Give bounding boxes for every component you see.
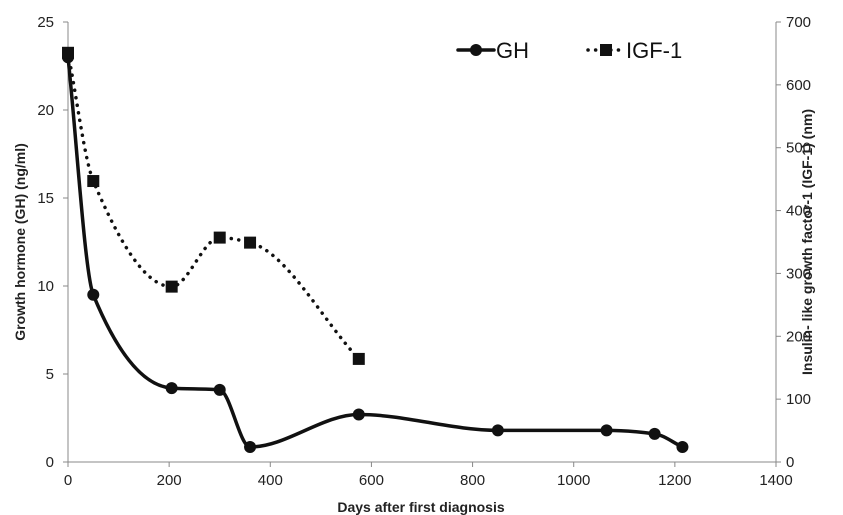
y-left-tick-label: 0 [46, 454, 54, 471]
x-tick-label: 400 [258, 472, 283, 489]
gh-data-point [648, 427, 661, 440]
y-left-tick-label: 20 [37, 102, 54, 119]
y-right-tick-label: 300 [786, 265, 811, 282]
legend: GH IGF-1 [456, 38, 682, 63]
legend-gh-marker [470, 44, 482, 56]
y-right-tick-label: 0 [786, 454, 794, 471]
gh-data-point [87, 288, 100, 301]
x-tick-label: 0 [64, 472, 72, 489]
series-layer [62, 46, 689, 454]
gh-data-point [213, 383, 226, 396]
gh-data-point [600, 424, 613, 437]
gh-data-point [352, 408, 365, 421]
x-tick-label: 1400 [759, 472, 792, 489]
gh-data-point [244, 441, 257, 454]
y-right-tick-label: 600 [786, 77, 811, 94]
gh-data-point [491, 424, 504, 437]
y-left-tick-label: 15 [37, 190, 54, 207]
y-left-tick-label: 10 [37, 278, 54, 295]
y-left-axis-title: Growth hormone (GH) (ng/ml) [12, 143, 28, 341]
igf-1-data-point [87, 175, 100, 188]
igf-1-data-point [213, 231, 226, 244]
axes-layer: 0 200 400 600 800 1000 1200 1400051015202501002… [37, 14, 811, 489]
legend-gh-label: GH [496, 38, 529, 63]
igf-1-data-point [352, 352, 365, 365]
y-right-axis-title: Insulin- like growth factor-1 (IGF-1) (n… [799, 109, 815, 375]
gh-data-point [165, 382, 178, 395]
igf-1-series-line [66, 51, 361, 361]
gh-data-point [676, 441, 689, 454]
y-left-tick-label: 5 [46, 366, 54, 383]
igf-1-data-point [62, 46, 74, 59]
y-right-tick-label: 400 [786, 203, 811, 220]
x-axis-title: Days after first diagnosis [337, 499, 504, 515]
igf-1-data-point [165, 280, 178, 293]
y-right-tick-label: 500 [786, 140, 811, 157]
gh-series-line [66, 55, 685, 449]
legend-igf-1-label: IGF-1 [626, 38, 682, 63]
x-tick-label: 1000 [557, 472, 590, 489]
x-tick-label: 600 [359, 472, 384, 489]
y-left-tick-label: 25 [37, 14, 54, 31]
y-right-tick-label: 700 [786, 14, 811, 31]
y-right-tick-label: 200 [786, 328, 811, 345]
igf-1-data-point [244, 236, 257, 249]
x-tick-label: 800 [460, 472, 485, 489]
x-tick-label: 200 [157, 472, 182, 489]
legend-igf-1-marker [600, 44, 612, 56]
y-right-tick-label: 100 [786, 391, 811, 408]
x-tick-label: 1200 [658, 472, 691, 489]
